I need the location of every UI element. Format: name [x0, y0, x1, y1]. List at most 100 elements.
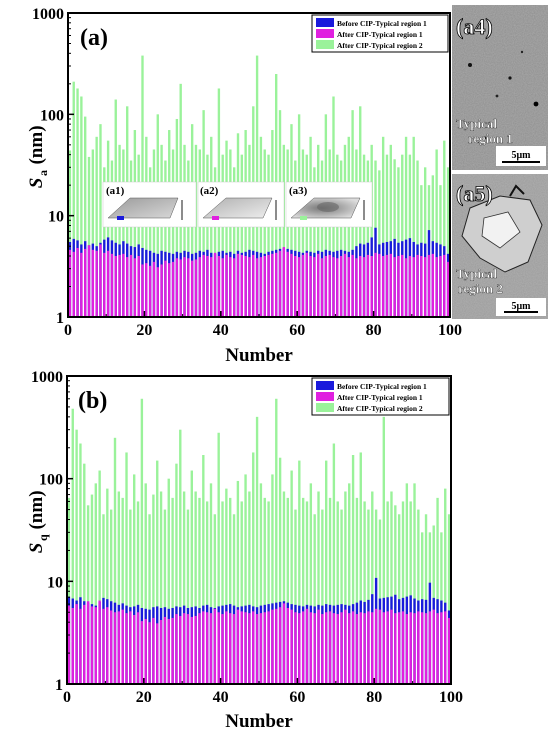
y-tick-label: 10 — [47, 574, 63, 591]
bar-after-region2 — [282, 144, 286, 317]
bar-after-region2 — [106, 488, 109, 684]
y-axis-title-a: S a (nm) — [26, 125, 50, 188]
bar-after-region2 — [313, 514, 316, 684]
bar-after-region2 — [328, 149, 331, 317]
bar-after-region1 — [175, 614, 178, 684]
bar-after-region1 — [232, 258, 236, 317]
bar-after-region1 — [278, 607, 282, 684]
bar-after-region1 — [298, 613, 301, 684]
bar-after-region2 — [113, 437, 117, 684]
bar-after-region1 — [290, 609, 293, 684]
bar-after-region1 — [382, 612, 385, 684]
bar-after-region1 — [122, 253, 125, 317]
bar-after-region1 — [294, 612, 297, 684]
bar-after-region2 — [229, 497, 232, 684]
bar-after-region2 — [144, 483, 147, 684]
bar-after-region1 — [397, 612, 401, 684]
bar-after-region2 — [282, 491, 286, 684]
micrograph-a4-region-line1: Typical — [456, 116, 497, 131]
bar-after-region1 — [359, 255, 362, 317]
bar-after-region1 — [202, 254, 205, 317]
bar-after-region2 — [336, 501, 339, 684]
bar-after-region2 — [436, 497, 439, 684]
bar-after-region2 — [206, 154, 209, 317]
x-tick-label: 80 — [366, 689, 382, 706]
bar-after-region2 — [435, 149, 438, 317]
bar-after-region2 — [167, 478, 170, 684]
bar-after-region1 — [421, 612, 424, 684]
bar-after-region1 — [282, 603, 286, 684]
bar-after-region1 — [317, 609, 320, 684]
bar-after-region1 — [263, 255, 266, 317]
bar-after-region1 — [68, 249, 72, 317]
bar-after-region1 — [378, 253, 381, 317]
bar-after-region2 — [252, 452, 255, 684]
micrograph-a4-pit — [508, 76, 512, 80]
bar-after-region2 — [309, 483, 313, 684]
bar-after-region1 — [436, 613, 439, 684]
bar-after-region1 — [244, 255, 247, 317]
legend-label-before-b: Before CIP-Typical region 1 — [337, 382, 427, 391]
bar-after-region2 — [263, 497, 266, 684]
micrograph-a4-pit — [520, 50, 524, 54]
bar-after-region2 — [148, 167, 152, 317]
bar-after-region1 — [102, 608, 105, 684]
bar-after-region2 — [423, 167, 427, 317]
bar-after-region2 — [389, 144, 392, 317]
bar-after-region2 — [359, 452, 362, 684]
x-tick-label: 40 — [213, 322, 229, 339]
bar-after-region2 — [187, 160, 190, 317]
bar-after-region1 — [309, 612, 313, 684]
micrograph-a4-region-line2: region 1 — [468, 131, 513, 146]
panel-label-b: (b) — [78, 388, 107, 414]
bar-after-region1 — [160, 264, 163, 317]
legend-swatch-after2-b — [316, 403, 334, 412]
bar-after-region2 — [94, 483, 97, 684]
bar-after-region1 — [152, 261, 156, 317]
bar-after-region2 — [390, 491, 393, 684]
bar-after-region2 — [443, 140, 446, 317]
bar-after-region2 — [133, 474, 136, 684]
bar-after-region2 — [343, 144, 347, 317]
bar-after-region2 — [248, 491, 251, 684]
bar-after-region1 — [347, 257, 350, 317]
panel-label-a: (a) — [80, 25, 108, 51]
bar-after-region2 — [362, 154, 366, 317]
bar-after-region2 — [198, 497, 201, 684]
bar-after-region1 — [182, 613, 186, 684]
bar-after-region2 — [229, 149, 232, 317]
bar-after-region1 — [183, 257, 186, 317]
bar-after-region1 — [367, 611, 370, 684]
bar-after-region1 — [205, 612, 209, 684]
bar-after-region1 — [370, 255, 373, 317]
ticks-panel-b: 0 20 40 60 80 100 1 10 100 1000 — [31, 369, 463, 706]
bar-after-region1 — [263, 612, 266, 684]
bar-after-region1 — [75, 604, 78, 684]
bar-after-region1 — [133, 258, 137, 317]
bar-after-region2 — [248, 144, 251, 317]
bar-after-region2 — [140, 398, 144, 684]
bar-after-region1 — [381, 255, 385, 317]
bar-after-region1 — [164, 260, 167, 317]
bar-after-region2 — [317, 144, 320, 317]
bar-after-region2 — [417, 509, 420, 684]
bar-after-region2 — [175, 463, 178, 684]
bar-after-region1 — [163, 616, 167, 684]
surface-inset-a3-marker — [300, 216, 307, 220]
bar-after-region2 — [317, 491, 320, 684]
bar-after-region2 — [382, 416, 385, 684]
bar-after-region1 — [290, 253, 293, 317]
legend-label-after2-b: After CIP-Typical region 2 — [337, 404, 423, 413]
bar-after-region1 — [305, 252, 308, 317]
bar-after-region2 — [232, 514, 236, 684]
bar-after-region1 — [198, 257, 201, 317]
bar-after-region1 — [236, 609, 240, 684]
bar-after-region2 — [401, 154, 404, 317]
bar-after-region1 — [229, 257, 232, 317]
bar-after-region1 — [167, 618, 170, 684]
bar-after-region1 — [301, 254, 305, 317]
bar-after-region1 — [159, 620, 163, 684]
bar-after-region1 — [148, 622, 151, 684]
legend-swatch-after1-a — [316, 29, 334, 38]
